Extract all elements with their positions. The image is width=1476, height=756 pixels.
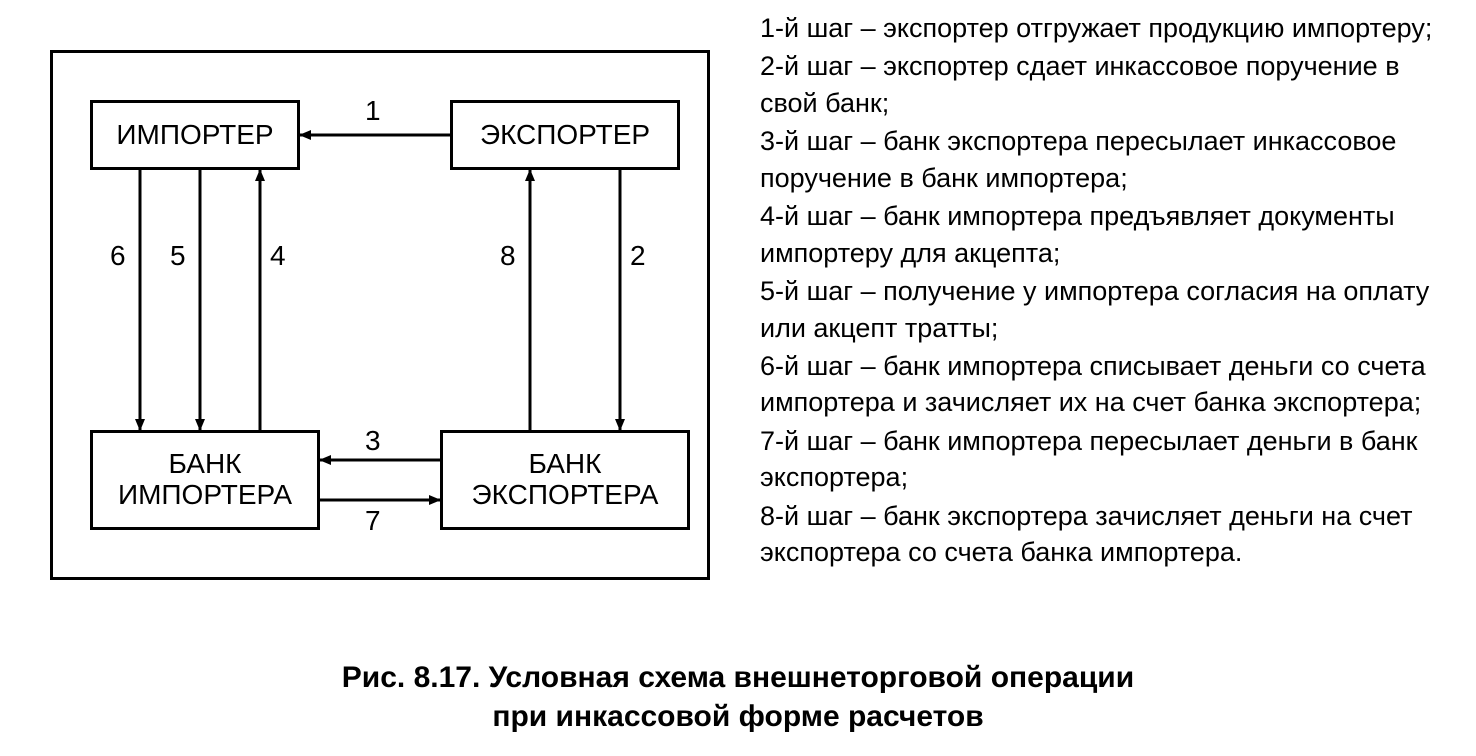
edge-label-3: 3 [365, 425, 381, 457]
node-importer: ИМПОРТЕР [90, 100, 300, 170]
legend-item-1: 1-й шаг – экспортер отгружает продукцию … [760, 10, 1446, 46]
edge-label-5: 5 [170, 240, 186, 272]
legend-panel: 1-й шаг – экспортер отгружает продукцию … [730, 10, 1456, 648]
edge-label-1: 1 [365, 95, 381, 127]
upper-row: ИМПОРТЕР ЭКСПОРТЕР БАНК ИМПОРТЕРА БАНК Э… [0, 0, 1476, 648]
legend-item-6: 6-й шаг – банк импортера списывает деньг… [760, 348, 1446, 421]
caption-line-1: Рис. 8.17. Условная схема внешнеторговой… [342, 661, 1134, 694]
edge-label-6: 6 [110, 240, 126, 272]
diagram-panel: ИМПОРТЕР ЭКСПОРТЕР БАНК ИМПОРТЕРА БАНК Э… [30, 50, 730, 610]
legend-item-3: 3-й шаг – банк экспортера пересылает инк… [760, 123, 1446, 196]
legend-item-5: 5-й шаг – получение у импортера согласия… [760, 273, 1446, 346]
legend-item-7: 7-й шаг – банк импортера пересылает день… [760, 423, 1446, 496]
edge-label-8: 8 [500, 240, 516, 272]
page: ИМПОРТЕР ЭКСПОРТЕР БАНК ИМПОРТЕРА БАНК Э… [0, 0, 1476, 756]
legend-item-8: 8-й шаг – банк экспортера зачисляет день… [760, 498, 1446, 571]
node-exporter-bank: БАНК ЭКСПОРТЕРА [440, 430, 690, 530]
figure-caption: Рис. 8.17. Условная схема внешнеторговой… [0, 648, 1476, 756]
edge-label-7: 7 [365, 505, 381, 537]
legend-item-4: 4-й шаг – банк импортера предъявляет док… [760, 198, 1446, 271]
edge-label-2: 2 [630, 240, 646, 272]
node-exporter: ЭКСПОРТЕР [450, 100, 680, 170]
node-importer-bank: БАНК ИМПОРТЕРА [90, 430, 320, 530]
caption-line-2: при инкассовой форме расчетов [492, 700, 983, 733]
edge-label-4: 4 [270, 240, 286, 272]
legend-item-2: 2-й шаг – экспортер сдает инкассовое пор… [760, 48, 1446, 121]
